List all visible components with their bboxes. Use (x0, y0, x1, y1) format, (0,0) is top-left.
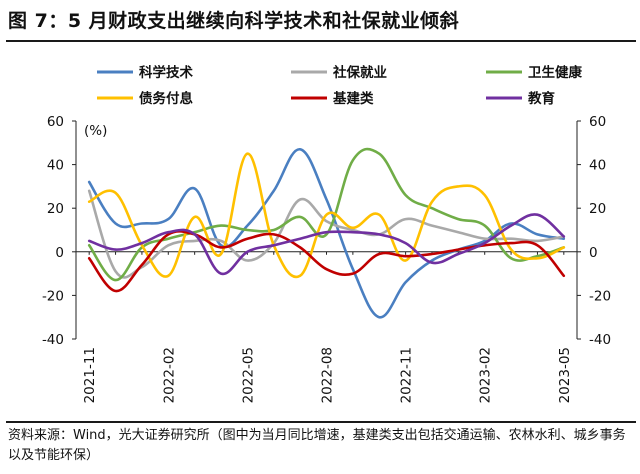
series-line-5 (87, 230, 566, 293)
y-tick-label-right: 40 (589, 158, 606, 174)
y-tick-label-right: -40 (589, 332, 611, 348)
legend-label-4: 债务付息 (139, 90, 193, 107)
x-tick-label: 2023-05 (557, 347, 573, 403)
series-line-3 (87, 147, 566, 282)
legend-label-5: 基建类 (333, 90, 374, 107)
series-line-4 (87, 152, 566, 279)
y-tick-label-left: -40 (42, 332, 64, 348)
series-lines (87, 147, 566, 319)
legend-label-6: 教育 (528, 90, 555, 107)
title-rule (6, 40, 636, 42)
x-tick-label: 2022-02 (161, 347, 177, 403)
y-tick-label-left: 60 (47, 114, 64, 130)
footer-rule (6, 421, 636, 423)
series-line-1 (87, 148, 566, 319)
y-tick-label-left: 0 (55, 245, 64, 261)
x-tick-label: 2022-08 (320, 347, 336, 403)
legend-label-2: 社保就业 (332, 64, 387, 81)
series-line-2 (87, 189, 566, 279)
y-tick-label-right: 60 (589, 114, 606, 130)
y-tick-label-left: 20 (47, 201, 64, 217)
figure-title: 图 7：5 月财政支出继续向科学技术和社保就业倾斜 (8, 10, 460, 32)
source-note: 资料来源：Wind，光大证券研究所（图中为当月同比增速，基建类支出包括交通运输、… (8, 428, 626, 463)
legend-label-3: 卫生健康 (528, 64, 582, 81)
y-tick-label-right: -20 (589, 288, 611, 304)
x-tick-label: 2022-11 (399, 347, 415, 403)
x-tick-label: 2021-11 (82, 347, 98, 403)
legend-label-1: 科学技术 (139, 64, 193, 81)
x-tick-label: 2022-05 (240, 347, 256, 403)
unit-label: (%) (84, 123, 107, 139)
y-tick-label-left: -20 (42, 288, 64, 304)
y-tick-label-left: 40 (47, 158, 64, 174)
x-tick-label: 2023-02 (478, 347, 494, 403)
series-line-6 (87, 213, 566, 276)
y-tick-label-right: 0 (589, 245, 598, 261)
y-tick-label-right: 20 (589, 201, 606, 217)
